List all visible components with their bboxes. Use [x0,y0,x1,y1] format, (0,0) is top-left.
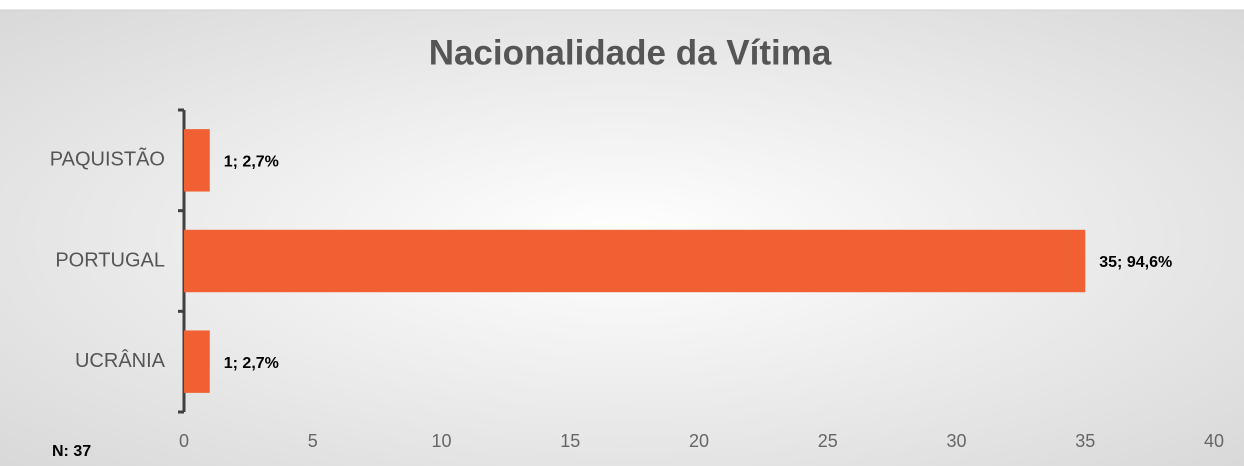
chart-title: Nacionalidade da Vítima [429,33,832,72]
bar [184,229,1086,293]
x-tick-label: 15 [560,431,580,451]
x-tick-label: 5 [308,431,318,451]
x-tick-label: 20 [689,431,709,451]
data-label: 1; 2,7% [224,154,279,171]
y-tick-label: PORTUGAL [55,249,165,271]
x-tick-label: 30 [946,431,966,451]
x-tick-label: 10 [431,431,451,451]
x-tick-label: 0 [179,431,189,451]
data-label: 35; 94,6% [1099,254,1172,271]
y-tick-label: UCRÂNIA [75,349,166,372]
y-tick-label: PAQUISTÃO [50,147,165,171]
annotation: N: 37 [52,443,91,460]
x-tick-label: 25 [818,431,838,451]
bar [184,330,210,393]
x-tick-label: 40 [1204,431,1224,451]
data-label: 1; 2,7% [224,355,279,372]
x-tick-label: 35 [1075,431,1095,451]
bar [184,129,210,192]
